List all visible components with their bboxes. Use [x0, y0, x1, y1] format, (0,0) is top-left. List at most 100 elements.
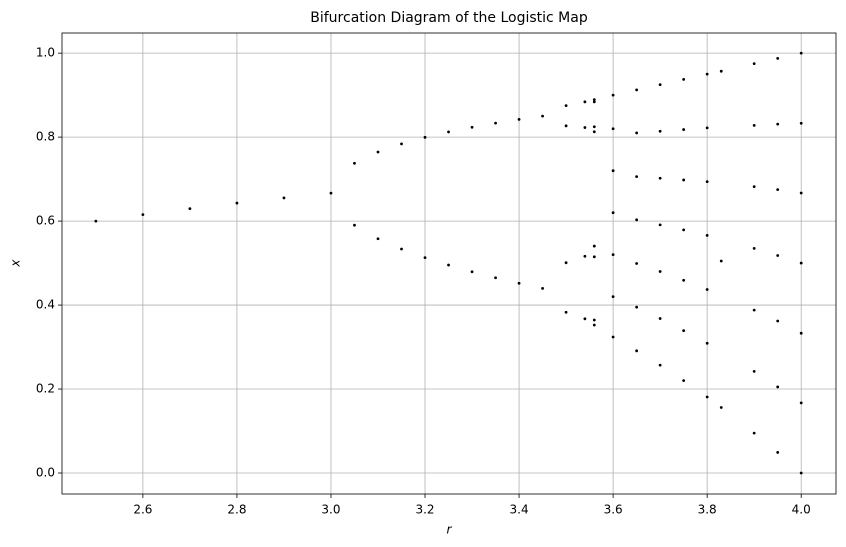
point: [592, 100, 596, 104]
point: [611, 253, 615, 257]
y-tick-label: 0.6: [36, 214, 55, 228]
x-tick-label: 3.6: [604, 503, 623, 517]
y-tick-label: 0.8: [36, 130, 55, 144]
point: [447, 130, 450, 134]
point: [282, 196, 286, 200]
point: [564, 104, 568, 108]
y-tick-label: 0.0: [36, 466, 55, 480]
point: [235, 201, 239, 205]
x-tick-label: 3.4: [510, 503, 529, 517]
point: [94, 219, 98, 223]
point: [776, 385, 780, 389]
point: [682, 178, 686, 182]
point: [776, 57, 780, 60]
point: [423, 256, 427, 260]
point: [776, 451, 780, 454]
x-tick-label: 2.8: [227, 503, 246, 517]
point: [583, 100, 587, 104]
point: [682, 77, 686, 81]
point: [635, 349, 639, 353]
point: [592, 318, 596, 322]
point: [400, 142, 403, 146]
point: [752, 185, 756, 189]
point: [705, 395, 709, 399]
point: [188, 207, 192, 211]
point: [592, 98, 596, 102]
point: [611, 93, 615, 97]
point: [752, 308, 756, 312]
point: [799, 401, 803, 405]
chart-title: Bifurcation Diagram of the Logistic Map: [310, 10, 588, 26]
x-tick-label: 4.0: [792, 503, 811, 517]
point: [752, 431, 756, 435]
point: [635, 262, 639, 265]
point: [799, 331, 803, 335]
point: [517, 281, 521, 285]
point: [682, 228, 686, 232]
point: [719, 69, 723, 73]
point: [376, 237, 380, 241]
point: [592, 125, 596, 129]
point: [635, 88, 639, 92]
point: [611, 211, 615, 215]
point: [592, 255, 596, 259]
point: [376, 150, 380, 154]
y-axis-label: x: [9, 259, 23, 268]
point: [400, 247, 403, 251]
point: [564, 310, 568, 314]
point: [776, 188, 780, 192]
x-tick-label: 3.2: [415, 503, 434, 517]
point: [752, 370, 756, 373]
point: [583, 317, 587, 321]
point: [470, 270, 474, 274]
point: [592, 130, 596, 134]
point: [611, 295, 615, 299]
point: [658, 83, 662, 87]
point: [682, 379, 686, 383]
point: [517, 118, 521, 121]
point: [799, 261, 803, 265]
point: [799, 121, 803, 125]
point: [494, 121, 497, 125]
point: [470, 125, 474, 129]
point: [719, 406, 723, 409]
point: [682, 128, 686, 131]
x-axis-label: r: [447, 523, 453, 537]
point: [705, 180, 709, 184]
point: [635, 218, 639, 222]
point: [635, 305, 639, 309]
point: [494, 276, 497, 280]
point: [141, 213, 145, 217]
point: [541, 286, 544, 290]
y-tick-label: 0.4: [36, 298, 55, 312]
point: [611, 127, 615, 131]
point: [423, 135, 427, 139]
point: [611, 335, 615, 339]
point: [719, 259, 723, 263]
x-tick-label: 2.6: [133, 503, 152, 517]
point: [705, 288, 709, 291]
point: [583, 126, 587, 129]
point: [705, 126, 709, 130]
point: [682, 278, 686, 282]
point: [752, 246, 756, 250]
point: [799, 471, 803, 475]
point: [799, 191, 803, 195]
point: [353, 223, 356, 227]
point: [705, 72, 709, 76]
point: [658, 270, 662, 273]
point: [611, 169, 615, 173]
point: [658, 129, 662, 133]
point: [752, 123, 756, 127]
x-tick-label: 3.8: [698, 503, 717, 517]
point: [635, 131, 639, 135]
y-tick-label: 0.2: [36, 382, 55, 396]
point: [752, 62, 756, 66]
point: [799, 51, 803, 55]
point: [658, 223, 662, 227]
point: [447, 263, 450, 267]
point: [583, 254, 587, 258]
point: [658, 176, 662, 180]
point: [776, 254, 780, 257]
